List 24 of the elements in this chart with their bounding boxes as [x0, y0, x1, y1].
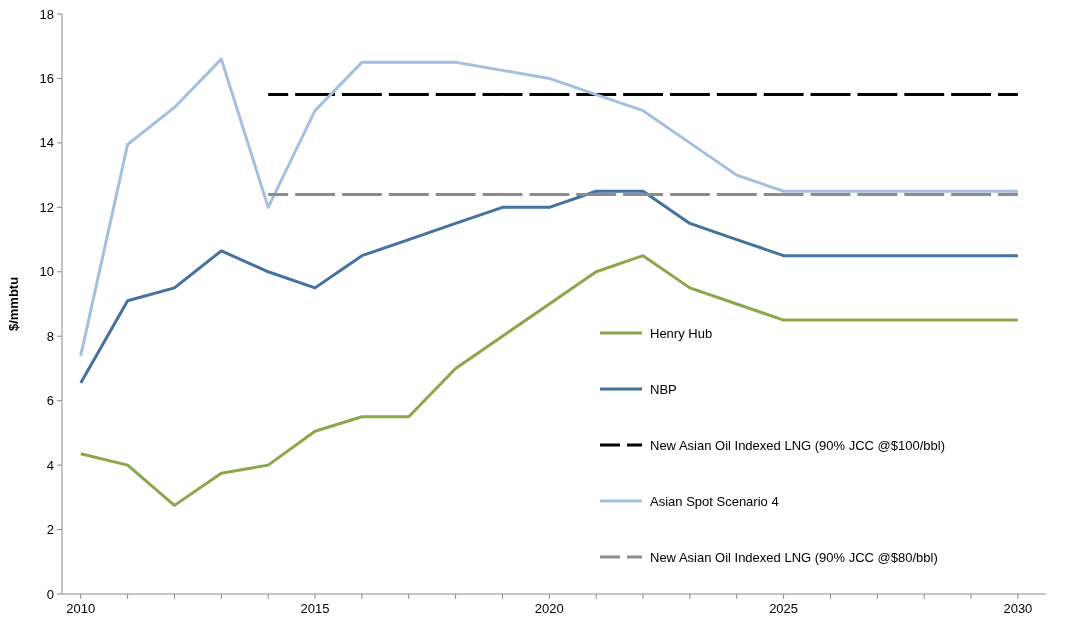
x-tick-label: 2015 [300, 601, 330, 616]
legend-label: New Asian Oil Indexed LNG (90% JCC @$80/bbl) [650, 549, 938, 565]
y-tick-label: 6 [46, 393, 54, 409]
x-tick-label: 2025 [769, 601, 799, 616]
y-tick-label: 8 [46, 328, 54, 344]
y-tick-label: 14 [39, 135, 54, 151]
legend-label: New Asian Oil Indexed LNG (90% JCC @$100/bbl) [650, 437, 946, 453]
x-tick-label: 2020 [534, 601, 564, 616]
y-tick-label: 4 [46, 457, 54, 473]
legend-label: Henry Hub [650, 325, 713, 341]
y-tick-label: 2 [46, 522, 54, 538]
y-tick-label: 12 [39, 199, 54, 215]
y-tick-label: 16 [39, 70, 54, 86]
x-tick-label: 2030 [1003, 601, 1033, 616]
y-axis-title: $/mmbtu [6, 276, 21, 332]
y-tick-label: 0 [46, 586, 54, 602]
line-series [79, 254, 1020, 507]
legend-label: NBP [650, 381, 677, 397]
x-tick-label: 2010 [66, 601, 96, 616]
y-tick-label: 18 [39, 6, 54, 22]
legend-label: Asian Spot Scenario 4 [650, 493, 779, 509]
line-series [79, 57, 1020, 358]
line-series [79, 189, 1020, 385]
y-tick-label: 10 [39, 264, 54, 280]
